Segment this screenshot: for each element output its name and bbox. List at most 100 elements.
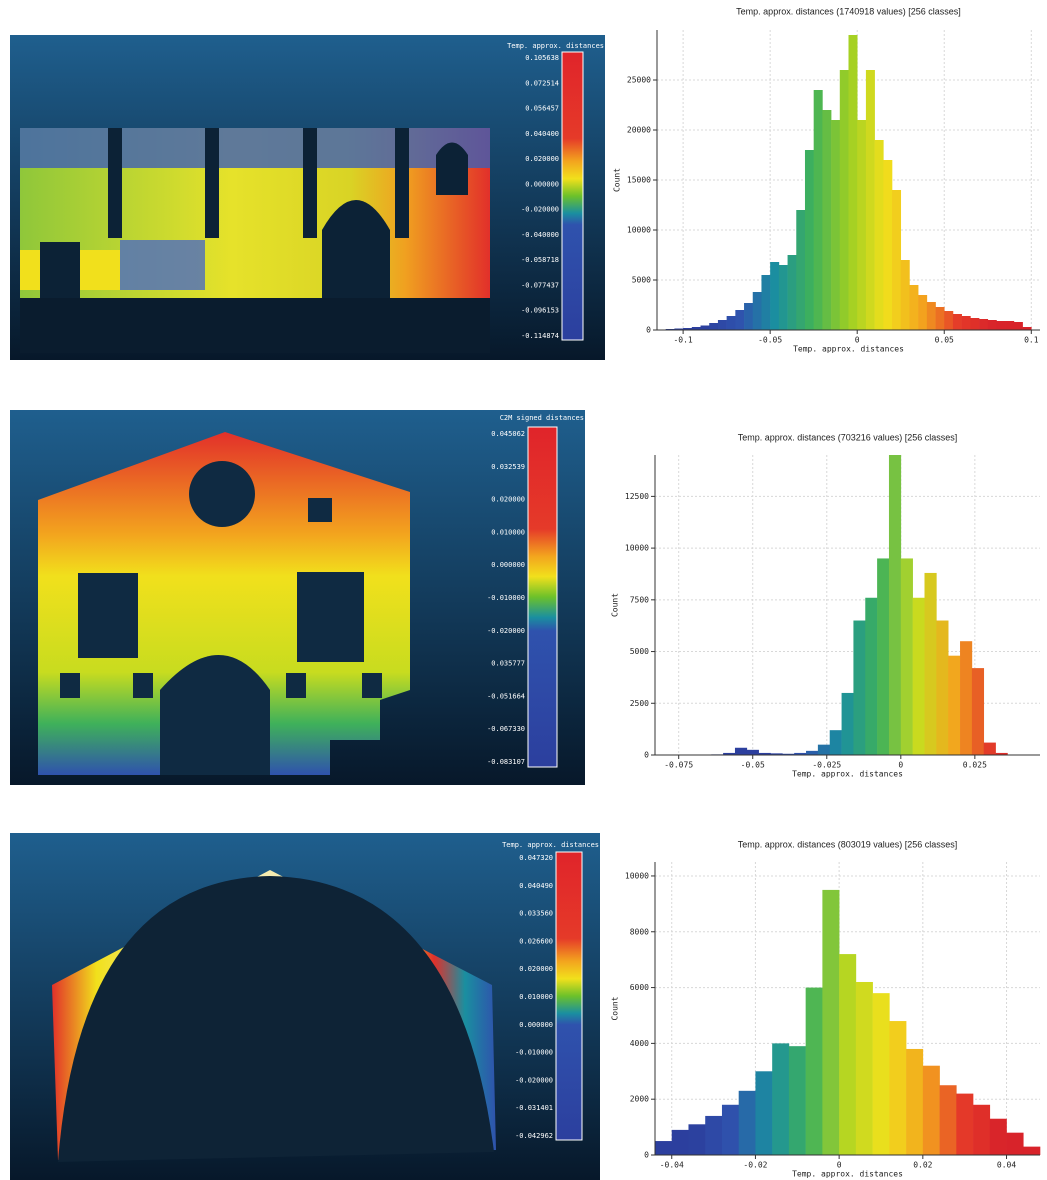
window — [286, 673, 306, 698]
bar — [688, 1124, 705, 1155]
bar — [842, 693, 854, 755]
scale-label: -0.042962 — [515, 1132, 553, 1140]
bar — [789, 1046, 806, 1155]
bar — [744, 303, 753, 330]
x-tick-label: -0.05 — [758, 336, 782, 345]
ground — [20, 298, 490, 353]
bar — [906, 1049, 923, 1155]
scale-label: 0.035777 — [491, 660, 525, 668]
x-tick-label: 0.05 — [935, 336, 954, 345]
x-tick-label: -0.04 — [660, 1161, 684, 1170]
bar — [913, 598, 925, 755]
bar — [877, 558, 889, 755]
y-tick-label: 15000 — [627, 176, 651, 185]
bar — [672, 1130, 689, 1155]
bar — [1005, 321, 1014, 330]
color-scale — [562, 52, 583, 340]
bar — [909, 285, 918, 330]
y-tick-label: 5000 — [632, 276, 651, 285]
bar — [962, 316, 971, 330]
bar — [973, 1105, 990, 1155]
scale-label: 0.040400 — [525, 130, 559, 138]
bar — [970, 318, 979, 330]
scale-label: -0.096153 — [521, 307, 559, 315]
bar — [722, 1105, 739, 1155]
scale-label: 0.020000 — [491, 496, 525, 504]
y-tick-label: 12500 — [625, 492, 649, 501]
bar — [923, 1066, 940, 1155]
bar — [856, 982, 873, 1155]
bar — [796, 210, 805, 330]
bar — [918, 295, 927, 330]
color-scale — [528, 427, 557, 767]
y-tick-label: 10000 — [625, 871, 649, 880]
y-tick-label: 2000 — [630, 1095, 649, 1104]
x-tick-label: -0.05 — [741, 761, 765, 770]
rose-window — [189, 461, 255, 527]
y-tick-label: 25000 — [627, 76, 651, 85]
page: Temp. approx. distances0.1056380.0725140… — [0, 0, 1047, 1180]
bar — [849, 35, 858, 330]
bar — [865, 598, 877, 755]
x-axis-label: Temp. approx. distances — [793, 345, 904, 354]
wall-band — [20, 128, 490, 168]
scale-label: -0.077437 — [521, 281, 559, 289]
scale-label: -0.058718 — [521, 256, 559, 264]
bar — [944, 311, 953, 330]
bar — [883, 160, 892, 330]
bar — [889, 455, 901, 755]
bar — [747, 750, 759, 755]
scale-title: Temp. approx. distances — [502, 841, 599, 849]
bar — [875, 140, 884, 330]
x-tick-label: -0.075 — [664, 761, 693, 770]
bar — [857, 120, 866, 330]
bar — [956, 1094, 973, 1155]
scale-label: 0.045062 — [491, 430, 525, 438]
opening — [395, 128, 409, 238]
y-tick-label: 5000 — [630, 647, 649, 656]
bar — [770, 262, 779, 330]
bar — [840, 70, 849, 330]
scale-label: -0.020000 — [515, 1076, 553, 1084]
bar — [655, 1141, 672, 1155]
window — [436, 143, 468, 196]
bar — [936, 621, 948, 755]
bar — [753, 292, 762, 330]
bar — [1014, 322, 1023, 330]
bar — [761, 275, 770, 330]
opening — [303, 128, 317, 238]
scale-label: -0.031401 — [515, 1104, 553, 1112]
bar — [839, 954, 856, 1155]
scale-label: 0.000000 — [519, 1021, 553, 1029]
scale-label: -0.083107 — [487, 758, 525, 766]
wall-band — [120, 240, 205, 290]
scale-label: 0.010000 — [491, 528, 525, 536]
y-axis-label: Count — [611, 593, 620, 617]
render-1 — [10, 35, 605, 360]
bar — [901, 558, 913, 755]
chart-title: Temp. approx. distances (803019 values) … — [738, 839, 958, 849]
scale-label: 0.047320 — [519, 854, 553, 862]
bar — [701, 326, 710, 331]
opening — [205, 128, 219, 238]
x-tick-label: 0.02 — [913, 1161, 932, 1170]
scale-label: 0.040490 — [519, 882, 553, 890]
bar — [927, 302, 936, 330]
y-tick-label: 4000 — [630, 1039, 649, 1048]
x-tick-label: -0.025 — [812, 761, 841, 770]
x-axis-label: Temp. approx. distances — [792, 1170, 903, 1179]
bar — [806, 988, 823, 1155]
bar — [772, 1043, 789, 1155]
scale-label: 0.056457 — [525, 105, 559, 113]
y-tick-label: 10000 — [625, 544, 649, 553]
scale-label: 0.032539 — [491, 463, 525, 471]
opening — [40, 242, 80, 298]
scale-label: -0.010000 — [487, 594, 525, 602]
bar — [936, 307, 945, 330]
window — [362, 673, 382, 698]
bar — [705, 1116, 722, 1155]
bar — [984, 743, 996, 755]
color-scale — [556, 852, 582, 1140]
y-tick-label: 0 — [644, 751, 649, 760]
scale-label: 0.020000 — [525, 155, 559, 163]
